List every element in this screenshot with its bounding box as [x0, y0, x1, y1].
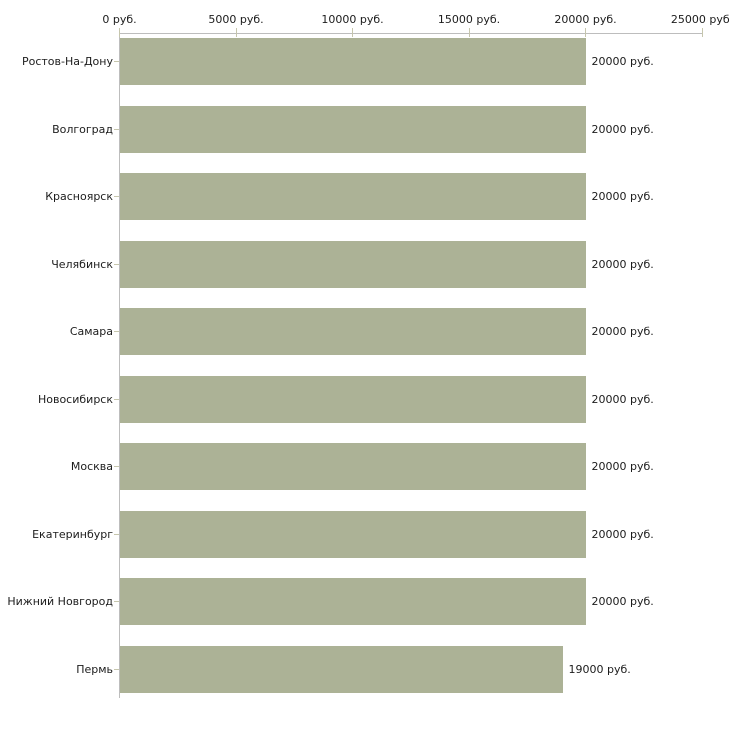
bar-9: [119, 578, 586, 625]
value-label: 19000 руб.: [568, 662, 631, 676]
x-axis-tick-label: 10000 руб.: [321, 13, 384, 26]
value-label: 20000 руб.: [591, 189, 654, 203]
x-axis-tick: [701, 28, 703, 37]
bar-10: [119, 646, 563, 693]
value-label: 20000 руб.: [591, 459, 654, 473]
y-axis-tick: [114, 534, 119, 535]
value-label: 20000 руб.: [591, 594, 654, 608]
y-axis-tick: [114, 669, 119, 670]
x-axis-tick: [352, 28, 353, 37]
y-axis-tick: [114, 331, 119, 332]
bar-6: [119, 376, 586, 423]
x-axis-line: [119, 32, 703, 34]
y-axis-tick: [114, 399, 119, 400]
y-axis-line: [119, 32, 120, 698]
bar-1: [119, 38, 586, 85]
x-axis-tick-label: 15000 руб.: [437, 13, 501, 26]
value-label: 20000 руб.: [591, 392, 654, 406]
x-axis-tick: [119, 28, 120, 37]
category-label: Пермь: [76, 662, 113, 676]
x-axis-tick: [468, 28, 470, 37]
category-label: Ростов-На-Дону: [21, 54, 113, 68]
y-axis-tick: [114, 466, 119, 467]
x-axis-tick-label: 20000 руб.: [554, 13, 617, 26]
value-label: 20000 руб.: [591, 54, 654, 68]
y-axis-tick: [114, 264, 119, 265]
bar-3: [119, 173, 586, 220]
bar-2: [119, 106, 586, 153]
category-label: Новосибирск: [37, 392, 113, 406]
value-label: 20000 руб.: [591, 122, 654, 136]
bar-7: [119, 443, 586, 490]
x-axis-tick: [235, 28, 237, 37]
category-label: Москва: [70, 459, 113, 473]
x-axis-tick: [585, 28, 586, 37]
bar-5: [119, 308, 586, 355]
x-axis-tick-label: 0 руб.: [102, 13, 137, 26]
category-label: Нижний Новгород: [7, 594, 113, 608]
y-axis-tick: [114, 61, 119, 62]
x-axis-tick-label: 5000 руб.: [208, 13, 264, 26]
category-label: Екатеринбург: [32, 527, 113, 541]
category-label: Челябинск: [51, 257, 113, 271]
y-axis-tick: [114, 129, 119, 130]
bar-4: [119, 241, 586, 288]
x-axis-tick-label: 25000 руб.: [670, 13, 730, 26]
category-label: Волгоград: [52, 122, 113, 136]
bar-8: [119, 511, 586, 558]
y-axis-tick: [114, 196, 119, 197]
y-axis-tick: [114, 601, 119, 602]
category-label: Самара: [69, 324, 113, 338]
value-label: 20000 руб.: [591, 324, 654, 338]
value-label: 20000 руб.: [591, 257, 654, 271]
value-label: 20000 руб.: [591, 527, 654, 541]
category-label: Красноярск: [45, 189, 113, 203]
